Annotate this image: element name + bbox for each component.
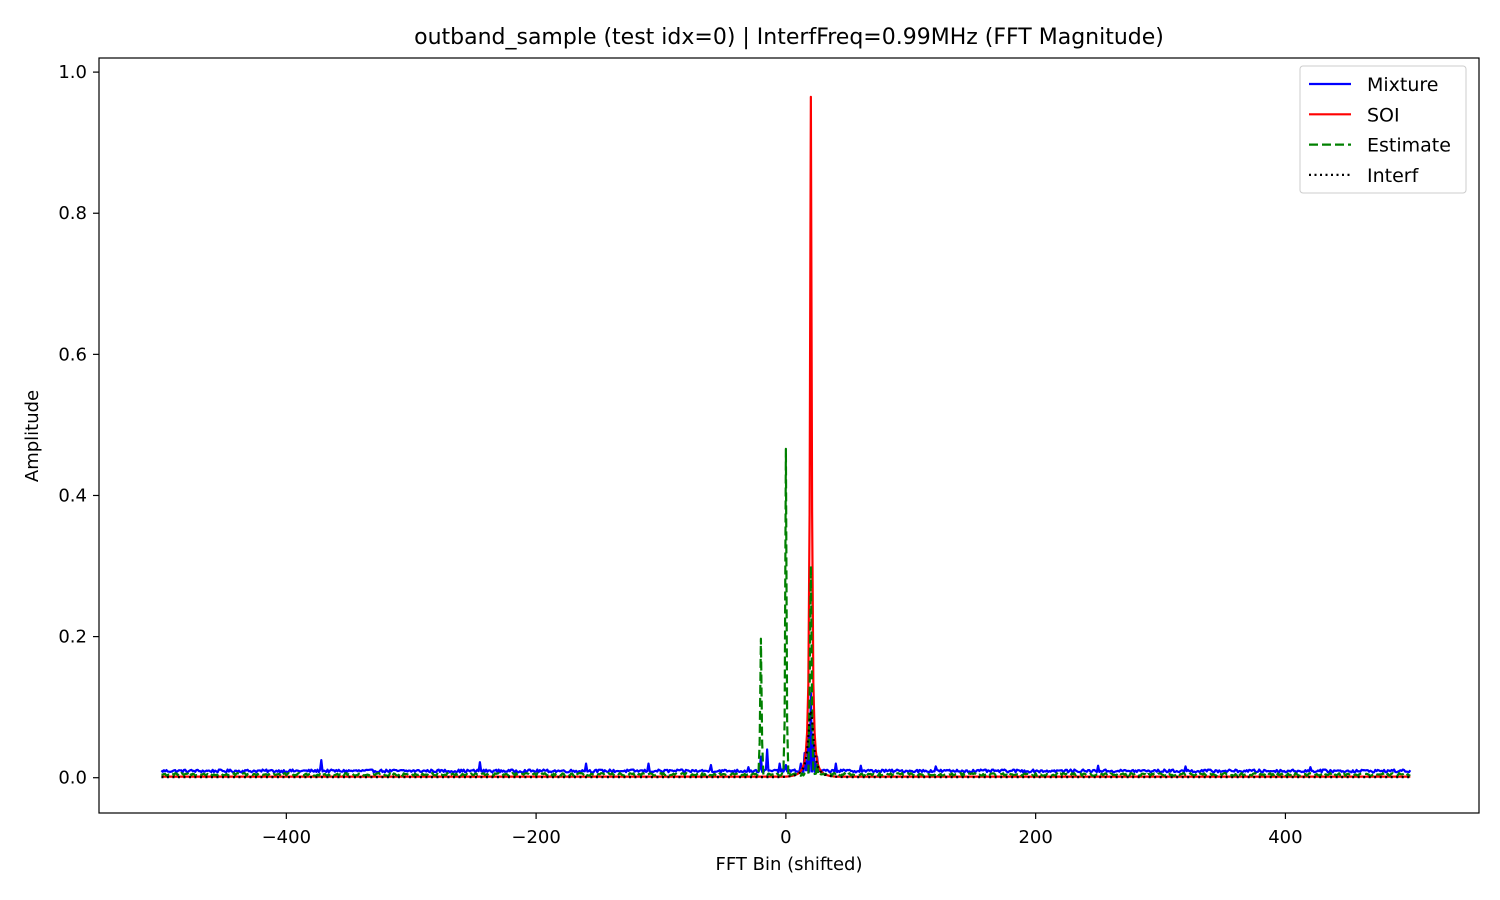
- y-tick-label: 0.0: [58, 768, 87, 789]
- x-axis: −400 −200 0 200 400: [262, 813, 1303, 848]
- y-tick-label: 1.0: [58, 62, 87, 83]
- plot-area: [160, 95, 1412, 779]
- y-tick-label: 0.6: [58, 344, 87, 365]
- x-tick-label: −400: [262, 827, 311, 848]
- x-tick-label: 0: [780, 827, 791, 848]
- series-line-estimate: [161, 447, 1411, 777]
- x-axis-label: FFT Bin (shifted): [716, 854, 863, 875]
- legend-label-interf: Interf: [1367, 165, 1420, 187]
- y-tick-label: 0.4: [58, 485, 87, 506]
- legend-label-estimate: Estimate: [1367, 135, 1451, 157]
- y-tick-label: 0.2: [58, 627, 87, 648]
- x-tick-label: 400: [1268, 827, 1302, 848]
- y-axis: 0.0 0.2 0.4 0.6 0.8 1.0: [58, 62, 99, 789]
- legend-label-soi: SOI: [1367, 104, 1400, 126]
- x-tick-label: −200: [511, 827, 560, 848]
- legend-box: [1299, 65, 1467, 194]
- chart-title: outband_sample (test idx=0) | InterfFreq…: [414, 25, 1164, 50]
- x-tick-label: 200: [1018, 827, 1052, 848]
- series-line-mixture: [160, 691, 1412, 774]
- legend: Mixture SOI Estimate Interf: [1299, 65, 1467, 194]
- y-tick-label: 0.8: [58, 203, 87, 224]
- axes-frame: [98, 57, 1480, 814]
- legend-label-mixture: Mixture: [1367, 74, 1439, 96]
- series-line-soi: [161, 95, 1411, 778]
- y-axis-label: Amplitude: [22, 390, 43, 482]
